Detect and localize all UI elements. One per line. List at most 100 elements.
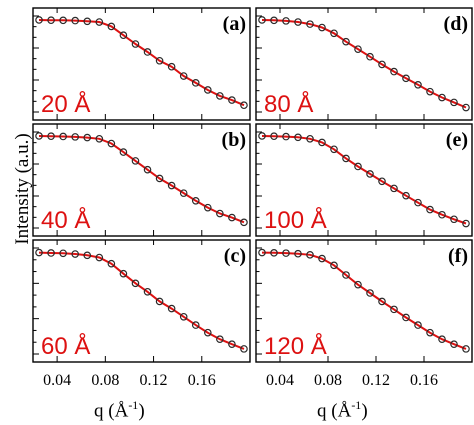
data-point xyxy=(71,133,79,141)
data-point xyxy=(59,249,67,258)
data-point xyxy=(354,162,362,171)
fit-line xyxy=(38,251,245,350)
fit-line xyxy=(38,19,245,107)
data-point xyxy=(107,22,116,31)
data-point xyxy=(282,132,290,141)
data-point xyxy=(95,134,104,143)
data-point xyxy=(366,289,374,297)
thickness-annotation: 40 Å xyxy=(41,206,90,234)
x-axis-label-right: q (Å-1) xyxy=(317,398,368,422)
data-point xyxy=(342,271,350,279)
x-tick-label-left: 0.12 xyxy=(140,372,168,389)
data-point xyxy=(270,249,278,257)
panel-b: (b) 40 Å xyxy=(32,123,251,237)
panel-label: (c) xyxy=(224,245,246,267)
data-point xyxy=(47,249,55,257)
data-point xyxy=(83,251,92,260)
data-point xyxy=(294,249,302,258)
data-point xyxy=(390,305,398,314)
x-axis-label-unit: Å xyxy=(337,400,352,422)
data-point xyxy=(390,67,398,76)
data-point xyxy=(83,17,92,26)
data-point xyxy=(131,279,140,288)
data-point xyxy=(83,133,92,142)
data-point xyxy=(342,37,350,46)
data-point xyxy=(330,29,338,38)
data-point xyxy=(191,321,200,329)
data-point xyxy=(119,148,128,156)
data-point xyxy=(204,328,212,337)
data-point xyxy=(426,87,434,96)
panel-label: (b) xyxy=(222,129,246,151)
data-point xyxy=(119,269,128,278)
fit-line xyxy=(261,135,467,225)
data-point xyxy=(378,177,386,186)
data-point xyxy=(228,96,236,104)
panel-frame xyxy=(32,239,251,363)
data-point xyxy=(294,18,302,26)
panel-frame xyxy=(32,123,251,237)
panel-label: (a) xyxy=(223,13,246,35)
data-point xyxy=(366,52,374,61)
data-point xyxy=(155,56,164,65)
x-axis-label-suffix: ) xyxy=(138,400,145,422)
fit-line xyxy=(261,19,467,109)
data-point xyxy=(378,60,386,69)
x-tick-label-right: 0.16 xyxy=(410,372,438,389)
x-axis-label-left: q (Å-1) xyxy=(94,398,145,422)
data-point xyxy=(95,18,104,26)
thickness-annotation: 100 Å xyxy=(264,206,327,234)
data-point xyxy=(71,250,79,258)
thickness-annotation: 120 Å xyxy=(264,332,327,360)
data-point xyxy=(155,174,164,183)
data-point xyxy=(119,31,128,40)
data-point xyxy=(155,297,164,306)
data-point xyxy=(402,191,410,200)
data-point xyxy=(450,215,458,224)
data-point xyxy=(204,86,212,94)
data-point xyxy=(143,165,152,174)
data-point xyxy=(179,312,188,321)
x-tick-label-left: 0.08 xyxy=(91,372,119,389)
data-point xyxy=(414,81,422,89)
data-point xyxy=(282,17,290,25)
data-point xyxy=(71,16,79,25)
data-point xyxy=(462,219,470,228)
data-point xyxy=(143,48,152,56)
y-axis-label: Intensity (a.u.) xyxy=(12,133,33,245)
x-tick-label-left: 0.16 xyxy=(188,372,216,389)
data-point xyxy=(191,197,200,205)
data-point xyxy=(204,203,212,212)
data-point xyxy=(143,287,152,296)
data-point xyxy=(318,254,326,263)
data-point xyxy=(179,189,188,197)
data-point xyxy=(59,132,67,141)
data-point xyxy=(270,132,278,141)
data-point xyxy=(462,345,470,353)
data-point xyxy=(318,23,326,32)
data-point xyxy=(131,40,140,48)
data-point xyxy=(191,79,200,87)
data-point xyxy=(378,297,386,306)
panel-d: (d) 80 Å xyxy=(255,7,473,121)
data-point xyxy=(228,340,236,348)
data-point xyxy=(366,170,374,178)
data-point xyxy=(270,16,278,25)
data-point xyxy=(35,248,43,257)
data-point xyxy=(450,98,458,107)
data-point xyxy=(240,218,248,227)
data-point xyxy=(35,132,43,140)
data-point xyxy=(306,134,314,143)
data-point xyxy=(107,139,116,148)
data-point xyxy=(240,101,248,110)
fit-line xyxy=(38,135,245,224)
data-point xyxy=(402,74,410,83)
data-point xyxy=(258,132,266,140)
x-tick-label-right: 0.12 xyxy=(362,372,390,389)
panel-frame xyxy=(255,7,473,121)
data-point xyxy=(330,261,338,270)
x-axis-label-prefix: q ( xyxy=(317,400,338,422)
data-point xyxy=(294,133,302,142)
data-point xyxy=(131,157,140,165)
data-point xyxy=(438,93,446,102)
